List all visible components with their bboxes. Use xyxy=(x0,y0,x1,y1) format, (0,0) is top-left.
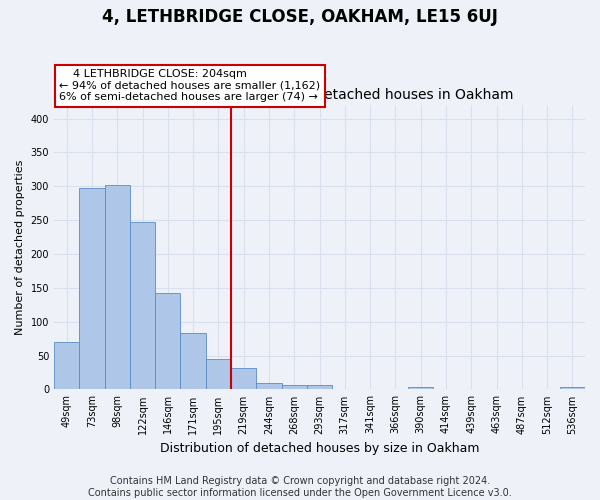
Bar xyxy=(256,384,281,390)
Bar xyxy=(181,333,206,390)
Text: 4 LETHBRIDGE CLOSE: 204sqm
← 94% of detached houses are smaller (1,162)
6% of se: 4 LETHBRIDGE CLOSE: 204sqm ← 94% of deta… xyxy=(59,69,320,102)
Bar xyxy=(130,222,155,390)
Bar xyxy=(104,185,130,390)
Bar xyxy=(79,188,104,390)
Text: 4, LETHBRIDGE CLOSE, OAKHAM, LE15 6UJ: 4, LETHBRIDGE CLOSE, OAKHAM, LE15 6UJ xyxy=(102,8,498,26)
Bar xyxy=(155,292,181,390)
Bar xyxy=(408,388,433,390)
Text: Contains HM Land Registry data © Crown copyright and database right 2024.
Contai: Contains HM Land Registry data © Crown c… xyxy=(88,476,512,498)
X-axis label: Distribution of detached houses by size in Oakham: Distribution of detached houses by size … xyxy=(160,442,479,455)
Title: Size of property relative to detached houses in Oakham: Size of property relative to detached ho… xyxy=(125,88,514,102)
Y-axis label: Number of detached properties: Number of detached properties xyxy=(15,160,25,335)
Bar xyxy=(560,388,585,390)
Bar xyxy=(281,386,307,390)
Bar xyxy=(54,342,79,390)
Bar xyxy=(307,386,332,390)
Bar xyxy=(231,368,256,390)
Bar xyxy=(206,359,231,390)
